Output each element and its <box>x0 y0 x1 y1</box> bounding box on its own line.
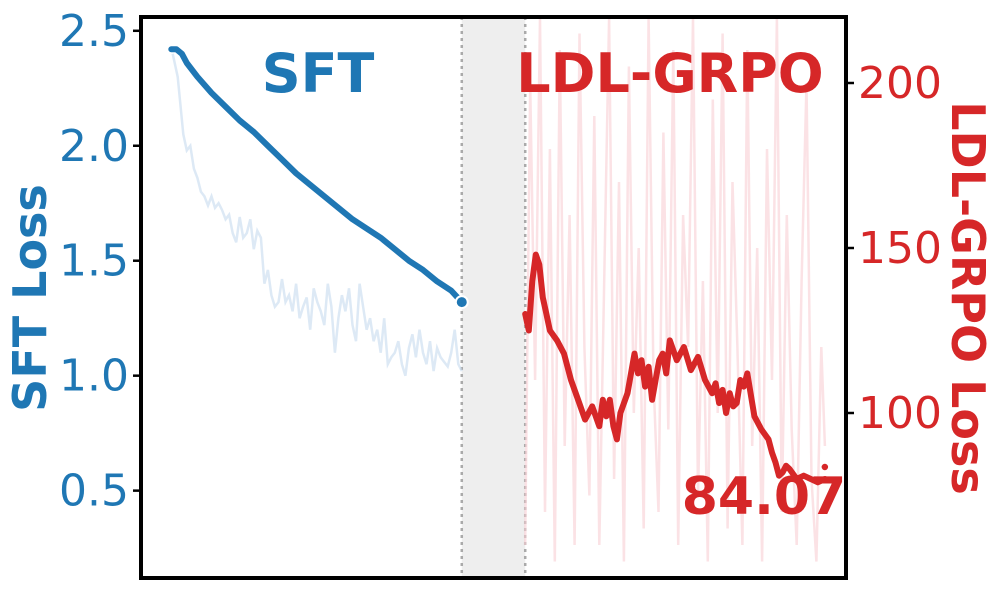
sft-end-marker <box>454 295 469 310</box>
right-tick-label: 200 <box>858 58 942 109</box>
right-axis-ticks: 100 150 200 <box>846 58 942 439</box>
left-tick-label: 1.0 <box>59 351 129 402</box>
plot-area <box>168 17 830 578</box>
left-tick-label: 0.5 <box>59 466 129 517</box>
grpo-end-marker <box>820 462 830 472</box>
phase-gap-band <box>461 17 526 578</box>
plot-frame <box>139 15 848 580</box>
sft-smoothed-loss-line <box>168 46 465 306</box>
right-axis-title: LDL-GRPO Loss <box>941 101 995 495</box>
left-tick-label: 1.5 <box>59 236 129 287</box>
left-axis-title: SFT Loss <box>3 184 57 412</box>
left-tick-label: 2.5 <box>59 6 129 57</box>
final-loss-annotation: 84.07 <box>682 467 846 527</box>
grpo-raw-loss-line <box>523 17 827 562</box>
right-tick-label: 100 <box>858 388 942 439</box>
sft-phase-label: SFT <box>262 42 375 105</box>
left-tick-label: 2.0 <box>59 121 129 172</box>
right-tick-label: 150 <box>858 223 942 274</box>
sft-raw-loss-line <box>171 53 463 377</box>
grpo-smoothed-loss-line <box>522 251 828 486</box>
grpo-phase-label: LDL-GRPO <box>516 42 823 105</box>
left-axis-ticks: 0.5 1.0 1.5 2.0 2.5 <box>59 6 141 517</box>
